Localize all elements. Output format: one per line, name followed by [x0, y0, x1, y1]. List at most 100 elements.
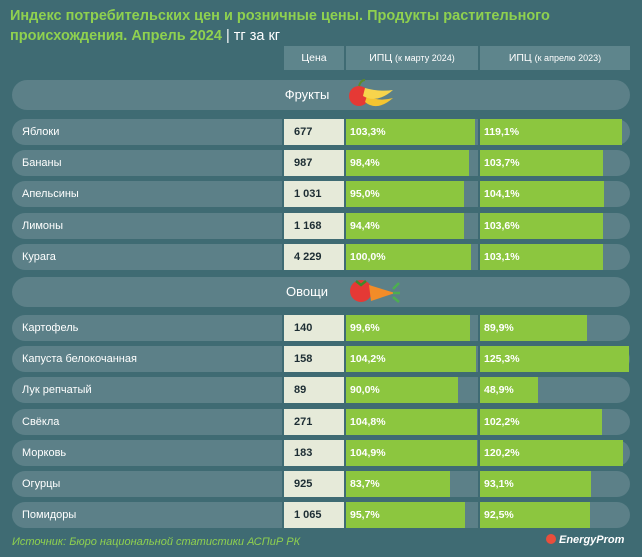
cpi-april-bar: [480, 150, 604, 176]
row-name-cell: Картофель: [12, 315, 282, 341]
cpi-april-bar: [480, 244, 603, 270]
energyprom-logo-icon: [546, 534, 556, 544]
cpi-march-track: 104,8%: [346, 409, 478, 435]
cpi-march-label: 103,3%: [350, 126, 386, 138]
cpi-march-bar: [346, 213, 464, 239]
cpi-march-track: 95,7%: [346, 502, 478, 528]
price-value: 987: [284, 150, 344, 176]
cpi-march-bar: [346, 181, 465, 207]
cpi-march-track: 103,3%: [346, 119, 478, 145]
cpi-april-track: 92,5%: [480, 502, 630, 528]
cpi-april-label: 48,9%: [484, 384, 514, 396]
row-name: Лимоны: [22, 220, 64, 232]
cpi-april-bar: [480, 409, 602, 435]
cpi-april-bar: [480, 315, 588, 341]
cpi-march-bar: [346, 502, 466, 528]
row-name-cell: Капуста белокочанная: [12, 346, 282, 372]
cpi-march-label: 94,4%: [350, 220, 380, 232]
row-name-cell: Бананы: [12, 150, 282, 176]
section-label: Овощи: [285, 284, 329, 299]
cpi-april-label: 89,9%: [484, 322, 514, 334]
row-name-cell: Апельсины: [12, 181, 282, 207]
cpi-april-label: 103,1%: [484, 251, 520, 263]
cpi-march-track: 104,2%: [346, 346, 478, 372]
row-name: Картофель: [22, 322, 79, 334]
logo-text: EnergyProm: [559, 534, 625, 546]
chart-title-text: Индекс потребительских цен и розничные ц…: [10, 8, 550, 44]
cpi-april-label: 104,1%: [484, 188, 520, 200]
cpi-april-track: 104,1%: [480, 181, 630, 207]
price-value: 89: [284, 377, 344, 403]
price-value: 271: [284, 409, 344, 435]
cpi-march-label: 104,9%: [350, 447, 386, 459]
table-row: Огурцы 925 83,7% 93,1%: [12, 471, 630, 497]
price-value: 1 065: [284, 502, 344, 528]
cpi-march-label: 98,4%: [350, 157, 380, 169]
cpi-march-label: 90,0%: [350, 384, 380, 396]
table-row: Лимоны 1 168 94,4% 103,6%: [12, 213, 630, 239]
row-name: Яблоки: [22, 126, 60, 138]
cpi-march-bar: [346, 346, 476, 372]
row-name-cell: Лук репчатый: [12, 377, 282, 403]
cpi-march-label: 83,7%: [350, 478, 380, 490]
cpi-april-track: 125,3%: [480, 346, 630, 372]
header-cpi-april: ИПЦ (к апрелю 2023): [480, 46, 630, 70]
cpi-april-track: 103,1%: [480, 244, 630, 270]
price-value: 925: [284, 471, 344, 497]
cpi-march-bar: [346, 377, 459, 403]
vegetables-icon: [350, 280, 400, 303]
table-row: Капуста белокочанная 158 104,2% 125,3%: [12, 346, 630, 372]
header-cpi-april-sub: (к апрелю 2023): [534, 53, 602, 63]
row-name: Апельсины: [22, 188, 79, 200]
table-row: Помидоры 1 065 95,7% 92,5%: [12, 502, 630, 528]
section-header: Фрукты: [12, 79, 630, 110]
cpi-april-bar: [480, 213, 604, 239]
cpi-april-label: 92,5%: [484, 509, 514, 521]
cpi-april-bar: [480, 181, 604, 207]
cpi-april-track: 120,2%: [480, 440, 630, 466]
energyprom-logo: EnergyProm: [546, 534, 624, 546]
cpi-april-track: 89,9%: [480, 315, 630, 341]
cpi-march-bar: [346, 409, 477, 435]
cpi-april-bar: [480, 346, 630, 372]
cpi-march-bar: [346, 315, 471, 341]
cpi-april-label: 125,3%: [484, 353, 520, 365]
row-name: Огурцы: [22, 478, 61, 490]
cpi-march-bar: [346, 471, 451, 497]
cpi-april-label: 120,2%: [484, 447, 520, 459]
cpi-march-track: 100,0%: [346, 244, 478, 270]
row-name: Курага: [22, 251, 56, 263]
section-header: Овощи: [12, 277, 630, 307]
cpi-march-label: 99,6%: [350, 322, 380, 334]
row-name-cell: Курага: [12, 244, 282, 270]
price-value: 1 031: [284, 181, 344, 207]
row-name-cell: Лимоны: [12, 213, 282, 239]
table-row: Бананы 987 98,4% 103,7%: [12, 150, 630, 176]
cpi-april-bar: [480, 440, 624, 466]
cpi-april-track: 119,1%: [480, 119, 630, 145]
cpi-april-label: 103,6%: [484, 220, 520, 232]
cpi-april-track: 103,7%: [480, 150, 630, 176]
chart-unit: | тг за кг: [225, 28, 281, 44]
table-row: Морковь 183 104,9% 120,2%: [12, 440, 630, 466]
cpi-march-label: 104,2%: [350, 353, 386, 365]
table-row: Картофель 140 99,6% 89,9%: [12, 315, 630, 341]
cpi-march-bar: [346, 440, 477, 466]
fruits-icon: [347, 78, 395, 123]
row-name: Бананы: [22, 157, 62, 169]
price-value: 140: [284, 315, 344, 341]
vegetables-section-icon: [347, 275, 401, 316]
row-name: Морковь: [22, 447, 67, 459]
header-cpi-march: ИПЦ (к марту 2024): [346, 46, 478, 70]
row-name-cell: Яблоки: [12, 119, 282, 145]
table-row: Курага 4 229 100,0% 103,1%: [12, 244, 630, 270]
row-name-cell: Свёкла: [12, 409, 282, 435]
cpi-april-label: 119,1%: [484, 126, 520, 138]
cpi-march-label: 95,7%: [350, 509, 380, 521]
header-price: Цена: [284, 46, 344, 70]
cpi-march-track: 90,0%: [346, 377, 478, 403]
fruit-bowl-icon: [349, 79, 393, 107]
cpi-march-bar: [346, 119, 475, 145]
cpi-march-label: 100,0%: [350, 251, 386, 263]
cpi-april-label: 93,1%: [484, 478, 514, 490]
